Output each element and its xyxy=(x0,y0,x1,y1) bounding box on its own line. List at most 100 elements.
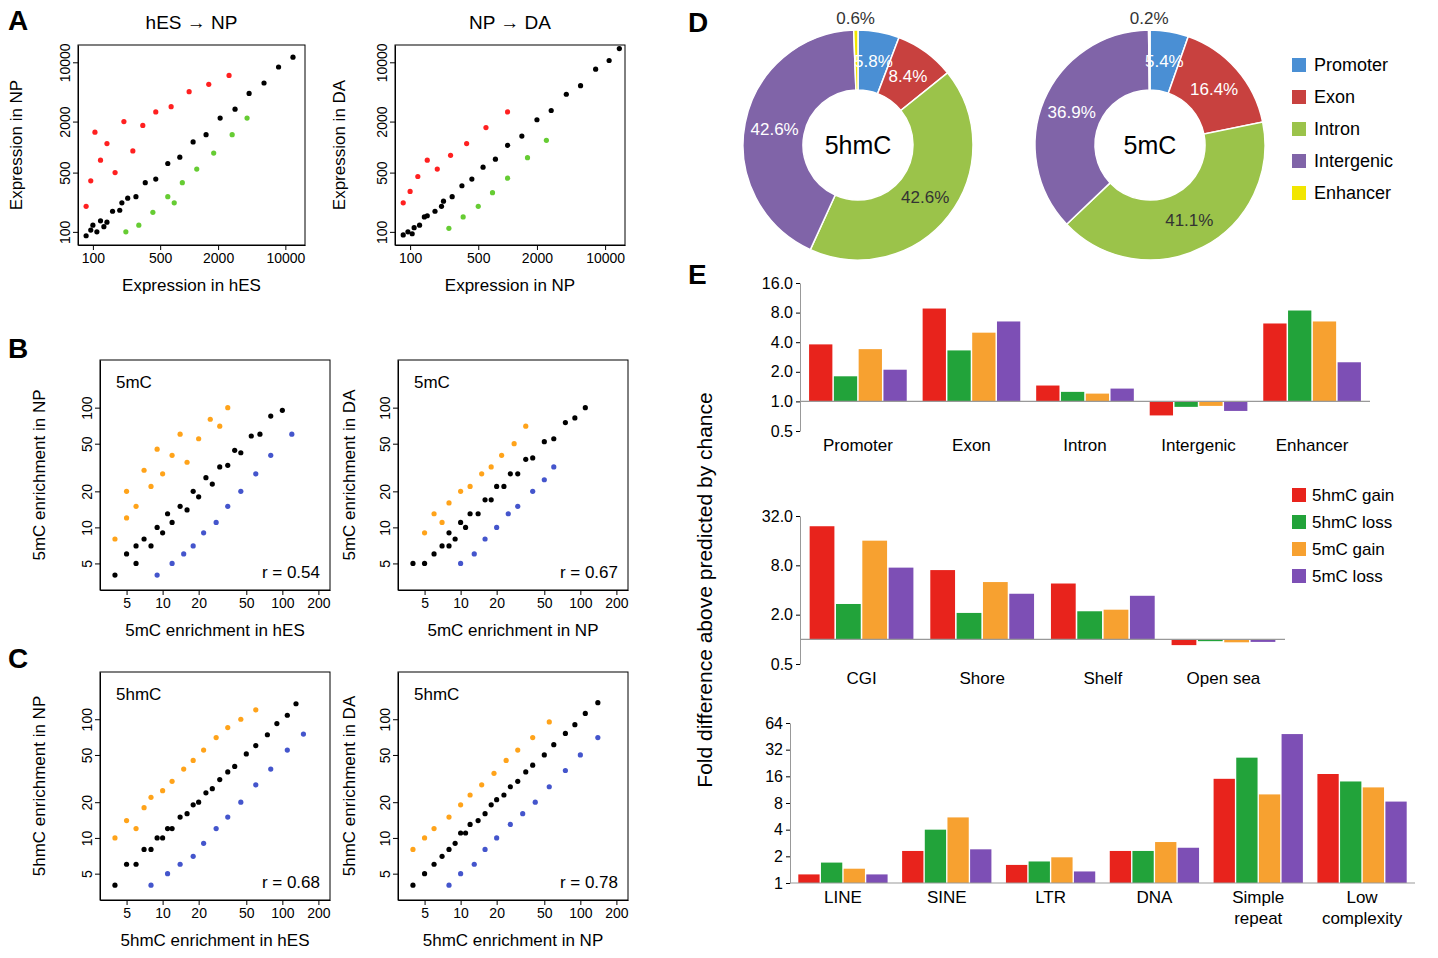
point xyxy=(463,830,468,835)
axis: 100500200010000 xyxy=(374,43,396,245)
x-axis-title: 5hmC enrichment in hES xyxy=(121,931,310,950)
axis-line xyxy=(100,361,101,591)
bar xyxy=(930,570,955,639)
tick: 100 xyxy=(399,245,423,266)
bar xyxy=(1104,610,1129,640)
tick: 5 xyxy=(421,590,429,611)
point xyxy=(431,862,436,867)
tick-label: 5 xyxy=(377,560,393,568)
tick: 5 xyxy=(123,590,131,611)
point xyxy=(265,732,270,737)
bar xyxy=(1385,802,1406,883)
point xyxy=(88,178,93,183)
point xyxy=(244,115,249,120)
tick-mark xyxy=(796,283,800,284)
axis: 5102050100200 xyxy=(101,590,331,611)
tick: 200 xyxy=(307,900,331,921)
point xyxy=(133,561,138,566)
point xyxy=(504,758,509,763)
tick-mark xyxy=(393,874,398,875)
point xyxy=(119,200,124,205)
tick: 20 xyxy=(489,590,505,611)
point xyxy=(196,436,201,441)
point xyxy=(178,432,183,437)
point xyxy=(289,432,294,437)
point xyxy=(104,141,109,146)
point xyxy=(178,504,183,509)
y-axis-title: 5mC enrichment in DA xyxy=(340,389,359,561)
plot-frame xyxy=(398,360,628,590)
category-label: Shelf xyxy=(1083,669,1122,688)
legend-swatch xyxy=(1292,90,1306,104)
point xyxy=(551,464,556,469)
category-label: LTR xyxy=(1035,888,1066,907)
point xyxy=(249,433,254,438)
point xyxy=(458,489,463,494)
bar xyxy=(809,344,832,401)
tick-label: 20 xyxy=(489,905,505,921)
point xyxy=(165,194,170,199)
point xyxy=(196,800,201,805)
tick-label: 10 xyxy=(377,520,393,536)
point xyxy=(196,494,201,499)
tick-label: 50 xyxy=(239,595,255,611)
bar xyxy=(1214,779,1235,883)
point xyxy=(225,463,230,468)
plot-area xyxy=(410,405,588,566)
tick-label: 2 xyxy=(774,848,783,865)
tick: 50 xyxy=(79,747,100,763)
point xyxy=(446,530,451,535)
point xyxy=(410,561,415,566)
point xyxy=(285,747,290,752)
tick-mark xyxy=(95,444,100,445)
tick: 2.0 xyxy=(771,363,800,380)
axis-line xyxy=(101,590,331,591)
point xyxy=(572,722,577,727)
bar xyxy=(957,613,982,639)
category-label: Shore xyxy=(959,669,1004,688)
point xyxy=(483,125,488,130)
x-axis-title: 5hmC enrichment in NP xyxy=(423,931,603,950)
point xyxy=(551,436,556,441)
point xyxy=(515,471,520,476)
legend-label: Promoter xyxy=(1314,55,1388,75)
point xyxy=(472,862,477,867)
tick-label: 64 xyxy=(765,715,783,732)
point xyxy=(160,471,165,476)
axis: 5102050100200 xyxy=(101,900,331,921)
point xyxy=(133,543,138,548)
axis: 100500200010000 xyxy=(79,245,306,266)
point xyxy=(467,822,472,827)
category-label: Intergenic xyxy=(1161,436,1236,455)
point xyxy=(458,871,463,876)
bar xyxy=(866,874,887,883)
tick-label: 0.5 xyxy=(771,656,793,673)
point xyxy=(191,802,196,807)
point xyxy=(210,786,215,791)
tick: 100 xyxy=(569,900,593,921)
point xyxy=(499,453,504,458)
bar xyxy=(1006,865,1027,883)
tick-label: 10 xyxy=(79,830,95,846)
point xyxy=(184,507,189,512)
bar xyxy=(1111,389,1134,402)
tick: 1 xyxy=(774,875,790,892)
point xyxy=(508,471,513,476)
point xyxy=(439,520,444,525)
tick: 100 xyxy=(377,708,398,732)
point xyxy=(88,227,93,232)
point xyxy=(208,417,213,422)
tick-mark xyxy=(95,527,100,528)
panel-letter: E xyxy=(688,259,707,290)
annotation: r = 0.68 xyxy=(262,873,320,892)
tick-label: 4 xyxy=(774,821,783,838)
bar xyxy=(1029,861,1050,883)
point xyxy=(530,455,535,460)
bar xyxy=(798,874,819,883)
bar xyxy=(859,349,882,401)
center-label: 5hmC xyxy=(825,131,892,159)
tick-label: 50 xyxy=(377,747,393,763)
bar xyxy=(1236,758,1257,883)
point xyxy=(160,835,165,840)
tick: 50 xyxy=(377,747,398,763)
